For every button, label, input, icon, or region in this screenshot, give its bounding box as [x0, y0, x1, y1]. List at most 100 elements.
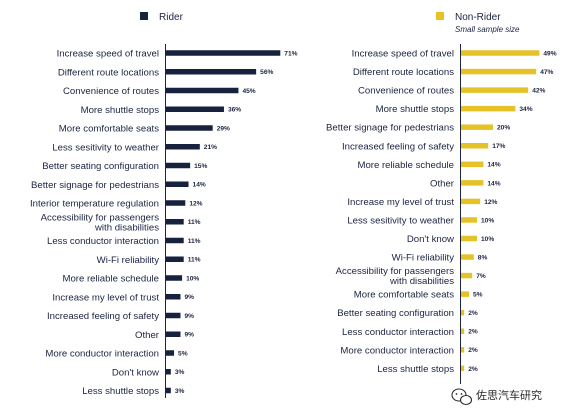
- rider-value-label-more-conductor-interaction: 5%: [178, 350, 188, 357]
- non-rider-category-label-more-comfortable-seats: More comfortable seats: [354, 290, 454, 301]
- rider-bar-increased-feeling-of-safety: [166, 312, 181, 319]
- rider-bar-better-seating-configuration: [166, 162, 191, 169]
- rider-category-label-increase-my-level-of-trust: Increase my level of trust: [52, 292, 159, 303]
- rider-value-label-other: 9%: [184, 332, 194, 339]
- rider-bar-more-conductor-interaction: [166, 350, 175, 356]
- non-rider-bar-accessibility-for-passengers-with-disabilities: [461, 272, 473, 279]
- non-rider-value-label-more-shuttle-stops: 34%: [519, 106, 532, 113]
- watermark: 佐思汽车研究: [451, 388, 542, 406]
- non-rider-value-label-better-signage-for-pedestrians: 20%: [497, 125, 510, 132]
- non-rider-value-label-more-comfortable-seats: 5%: [473, 292, 483, 299]
- non-rider-value-label-other: 14%: [487, 180, 500, 187]
- wechat-icon: [451, 388, 473, 406]
- non-rider-category-label-more-shuttle-stops: More shuttle stops: [376, 104, 455, 115]
- non-rider-category-label-better-seating-configuration: Better seating configuration: [337, 308, 454, 319]
- non-rider-bar-more-reliable-schedule: [461, 161, 484, 168]
- rider-bar-increase-speed-of-travel: [166, 50, 281, 56]
- rider-category-label-more-shuttle-stops: More shuttle stops: [81, 105, 160, 116]
- rider-bar-more-reliable-schedule: [166, 275, 183, 281]
- non-rider-value-label-more-reliable-schedule: 14%: [487, 162, 500, 169]
- non-rider-category-label-don-t-know: Don't know: [407, 234, 454, 245]
- rider-value-label-less-sesitivity-to-weather: 21%: [204, 144, 217, 151]
- rider-category-label-increase-speed-of-travel: Increase speed of travel: [57, 49, 159, 60]
- rider-bar-more-comfortable-seats: [166, 125, 213, 131]
- rider-category-label-different-route-locations: Different route locations: [58, 67, 159, 78]
- rider-bar-don-t-know: [166, 369, 171, 375]
- non-rider-value-label-don-t-know: 10%: [481, 236, 494, 243]
- non-rider-value-label-convenience-of-routes: 42%: [532, 88, 545, 95]
- non-rider-bar-wi-fi-reliability: [461, 254, 474, 260]
- non-rider-value-label-less-sesitivity-to-weather: 10%: [481, 217, 494, 224]
- non-rider-value-label-increase-speed-of-travel: 49%: [543, 50, 556, 57]
- non-rider-category-label-different-route-locations: Different route locations: [353, 67, 454, 78]
- rider-value-label-less-shuttle-stops: 3%: [175, 388, 185, 395]
- rider-legend-swatch: [140, 12, 148, 20]
- non-rider-bar-more-conductor-interaction: [461, 347, 465, 353]
- non-rider-category-label-wi-fi-reliability: Wi-Fi reliability: [392, 253, 455, 264]
- rider-value-label-interior-temperature-regulation: 12%: [189, 200, 202, 207]
- non-rider-value-label-better-seating-configuration: 2%: [468, 310, 478, 317]
- non-rider-bar-better-signage-for-pedestrians: [461, 124, 493, 130]
- rider-category-label-more-comfortable-seats: More comfortable seats: [59, 124, 159, 135]
- non-rider-value-label-more-conductor-interaction: 2%: [468, 347, 478, 354]
- non-rider-bar-other: [461, 180, 484, 186]
- rider-bar-more-shuttle-stops: [166, 106, 224, 112]
- non-rider-bar-better-seating-configuration: [461, 309, 465, 316]
- non-rider-bar-convenience-of-routes: [461, 87, 529, 93]
- rider-category-label-more-conductor-interaction: More conductor interaction: [45, 349, 159, 360]
- non-rider-bar-increase-my-level-of-trust: [461, 198, 481, 205]
- non-rider-bar-different-route-locations: [461, 68, 537, 75]
- rider-bar-better-signage-for-pedestrians: [166, 181, 189, 187]
- rider-bar-accessibility-for-passengers-with-disabilities: [166, 219, 184, 225]
- rider-value-label-don-t-know: 3%: [175, 369, 185, 376]
- non-rider-bar-don-t-know: [461, 235, 477, 242]
- non-rider-bar-less-shuttle-stops: [461, 365, 465, 372]
- rider-value-label-increased-feeling-of-safety: 9%: [184, 313, 194, 320]
- rider-value-label-increase-speed-of-travel: 71%: [284, 50, 297, 57]
- rider-category-label-wi-fi-reliability: Wi-Fi reliability: [97, 255, 160, 266]
- rider-category-label-less-shuttle-stops: Less shuttle stops: [82, 386, 159, 397]
- rider-bar-interior-temperature-regulation: [166, 200, 186, 206]
- rider-bar-less-shuttle-stops: [166, 387, 171, 394]
- non-rider-value-label-less-conductor-interaction: 2%: [468, 329, 478, 336]
- non-rider-bar-increased-feeling-of-safety: [461, 143, 489, 149]
- rider-bar-increase-my-level-of-trust: [166, 294, 181, 300]
- rider-category-label-more-reliable-schedule: More reliable schedule: [62, 274, 159, 285]
- rider-category-label-accessibility-for-passengers-with-disabilities: Accessibility for passengers with disabil…: [41, 212, 160, 233]
- non-rider-category-label-other: Other: [430, 178, 455, 189]
- non-rider-category-label-accessibility-for-passengers-with-disabilities: Accessibility for passengers with disabil…: [336, 266, 455, 287]
- non-rider-value-label-increased-feeling-of-safety: 17%: [492, 143, 505, 150]
- non-rider-bar-increase-speed-of-travel: [461, 50, 540, 56]
- non-rider-category-label-less-conductor-interaction: Less conductor interaction: [342, 327, 454, 338]
- non-rider-bar-less-conductor-interaction: [461, 328, 465, 334]
- rider-value-label-more-shuttle-stops: 36%: [228, 107, 241, 114]
- rider-category-label-don-t-know: Don't know: [112, 367, 159, 378]
- non-rider-value-label-wi-fi-reliability: 8%: [478, 254, 488, 261]
- rider-value-label-less-conductor-interaction: 11%: [188, 238, 201, 245]
- rider-category-label-other: Other: [135, 330, 160, 341]
- watermark-text: 佐思汽车研究: [476, 388, 542, 402]
- rider-category-label-convenience-of-routes: Convenience of routes: [63, 86, 159, 97]
- rider-bar-wi-fi-reliability: [166, 256, 184, 262]
- rider-legend-label: Rider: [159, 12, 184, 23]
- rider-value-label-better-signage-for-pedestrians: 14%: [193, 182, 206, 189]
- rider-bar-other: [166, 331, 181, 337]
- rider-category-label-interior-temperature-regulation: Interior temperature regulation: [30, 199, 159, 210]
- non-rider-category-label-convenience-of-routes: Convenience of routes: [358, 86, 454, 97]
- rider-bar-convenience-of-routes: [166, 87, 239, 94]
- rider-bar-different-route-locations: [166, 69, 257, 75]
- rider-category-label-increased-feeling-of-safety: Increased feeling of safety: [47, 311, 159, 322]
- non-rider-category-label-less-sesitivity-to-weather: Less sesitivity to weather: [347, 215, 454, 226]
- non-rider-value-label-less-shuttle-stops: 2%: [468, 366, 478, 373]
- rider-value-label-different-route-locations: 56%: [260, 69, 273, 76]
- non-rider-value-label-increase-my-level-of-trust: 12%: [484, 199, 497, 206]
- rider-category-label-better-seating-configuration: Better seating configuration: [42, 161, 159, 172]
- non-rider-value-label-different-route-locations: 47%: [540, 69, 553, 76]
- non-rider-value-label-accessibility-for-passengers-with-disabilities: 7%: [476, 273, 486, 280]
- non-rider-legend-label: Non-Rider: [455, 12, 501, 23]
- non-rider-category-label-increase-my-level-of-trust: Increase my level of trust: [347, 197, 454, 208]
- non-rider-category-label-increased-feeling-of-safety: Increased feeling of safety: [342, 141, 454, 152]
- non-rider-category-label-better-signage-for-pedestrians: Better signage for pedestrians: [326, 123, 454, 134]
- non-rider-category-label-increase-speed-of-travel: Increase speed of travel: [352, 49, 454, 60]
